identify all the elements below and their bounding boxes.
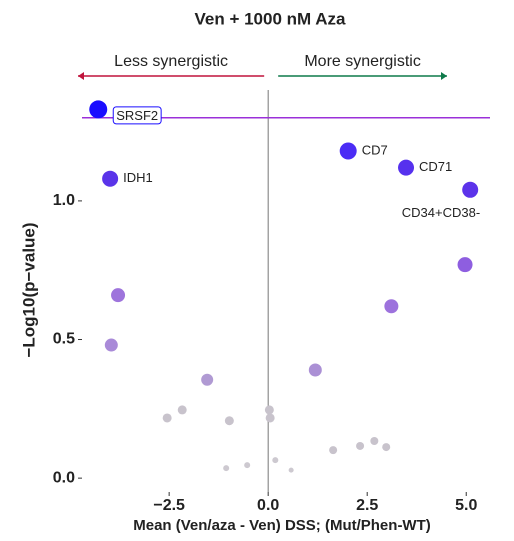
point-label: CD71: [419, 159, 452, 174]
point: [329, 446, 338, 455]
point: [89, 100, 108, 119]
arrow-head: [78, 72, 84, 80]
point: [224, 416, 234, 426]
point: [223, 465, 230, 472]
point: [462, 181, 479, 198]
point: [384, 299, 399, 314]
point: [201, 373, 214, 386]
point: [308, 363, 322, 377]
annotation: Less synergistic: [114, 53, 228, 70]
point: [382, 443, 391, 452]
point: [288, 467, 294, 473]
x-axis-label: Mean (Ven/aza - Ven) DSS; (Mut/Phen-WT): [133, 517, 431, 534]
point: [339, 142, 357, 160]
point: [398, 159, 415, 176]
y-tick-label: 1.0: [53, 192, 75, 209]
point: [457, 257, 473, 273]
point: [244, 462, 251, 469]
point: [102, 170, 119, 187]
chart-title: Ven + 1000 nM Aza: [194, 9, 346, 28]
point-label: CD34+CD38-: [402, 205, 480, 220]
point-label: IDH1: [123, 170, 153, 185]
y-tick-label: 0.0: [53, 469, 75, 486]
point: [162, 413, 172, 423]
label-box: [112, 106, 162, 125]
point: [370, 436, 379, 445]
point: [177, 405, 187, 415]
x-tick-label: −2.5: [153, 497, 185, 514]
point-label: CD7: [362, 142, 388, 157]
point: [111, 288, 126, 303]
arrow-head: [441, 72, 447, 80]
point: [356, 441, 365, 450]
x-tick-label: 5.0: [455, 497, 477, 514]
point: [104, 338, 118, 352]
point: [264, 405, 274, 415]
y-tick-label: 0.5: [53, 331, 75, 348]
y-axis-label: −Log10(p−value): [19, 222, 38, 357]
x-tick-label: 2.5: [356, 497, 378, 514]
point: [265, 413, 275, 423]
x-tick-label: 0.0: [257, 497, 279, 514]
point-label: SRSF2: [116, 108, 158, 123]
point: [272, 457, 279, 464]
annotation: More synergistic: [304, 53, 420, 70]
